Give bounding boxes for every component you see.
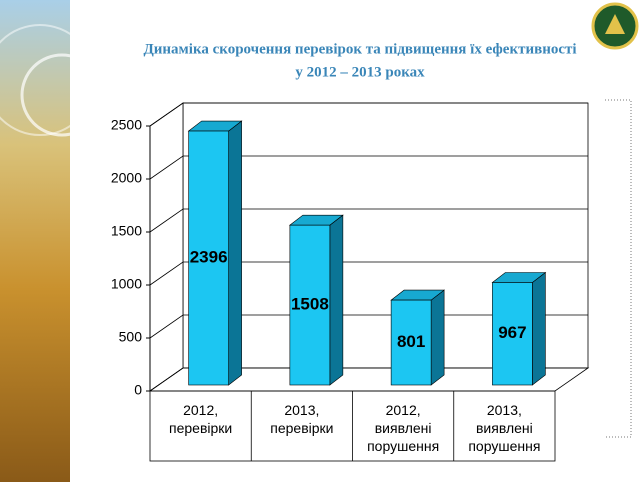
bar-side <box>430 289 445 386</box>
chart-title: Динаміка скорочення перевірок та підвище… <box>143 41 576 57</box>
x-tick-label: 2012, перевірки <box>169 402 233 436</box>
value-label: 967 <box>498 323 526 342</box>
grid-line <box>149 261 588 286</box>
y-tick-label: 500 <box>119 329 143 345</box>
chart-title: у 2012 – 2013 роках <box>295 64 425 80</box>
y-tick-label: 0 <box>134 382 142 398</box>
x-tick-label: 2012, виявлені порушення <box>367 402 440 454</box>
y-tick-label: 2500 <box>111 117 142 133</box>
bar <box>390 299 432 386</box>
side-bracket <box>605 99 632 438</box>
grid-line <box>149 155 588 180</box>
value-label: 2396 <box>190 247 228 266</box>
bar <box>289 224 331 386</box>
value-label: 1508 <box>291 295 329 314</box>
grid-line <box>149 367 588 392</box>
category-box <box>149 390 556 462</box>
bar <box>188 130 229 386</box>
value-label: 801 <box>397 332 425 351</box>
bar-side <box>532 271 546 386</box>
decor-ring <box>0 24 96 136</box>
x-tick-label: 2013, перевірки <box>270 402 334 436</box>
grid-line <box>149 314 588 339</box>
y-tick-label: 2000 <box>111 170 142 186</box>
grid-line <box>149 102 588 127</box>
y-tick-label: 1000 <box>111 276 142 292</box>
bar <box>492 282 533 386</box>
logo-emblem <box>605 14 625 34</box>
bar-side <box>329 214 344 386</box>
x-tick-label: 2013, виявлені порушення <box>468 402 541 454</box>
grid-line <box>149 208 588 233</box>
bar-side <box>228 120 242 386</box>
decor-ring <box>20 53 104 137</box>
y-tick-label: 1500 <box>111 223 142 239</box>
side-wall <box>149 102 184 392</box>
wheat-background <box>0 0 70 482</box>
